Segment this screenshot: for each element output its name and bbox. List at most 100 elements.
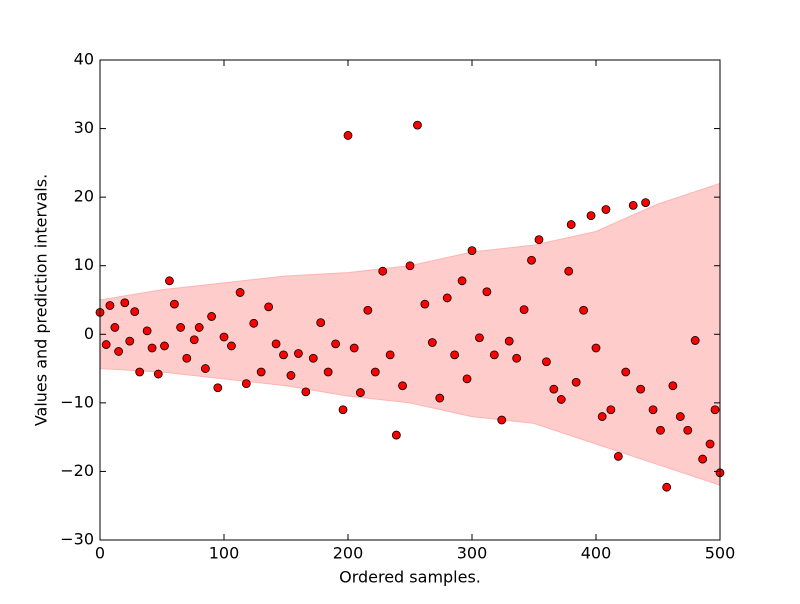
data-point: [519, 305, 529, 315]
data-point: [527, 255, 536, 265]
data-point: [160, 341, 169, 351]
data-point: [135, 367, 145, 377]
data-point: [110, 323, 120, 332]
data-point: [378, 266, 388, 276]
data-point: [264, 302, 274, 312]
data-point: [194, 323, 204, 332]
data-point: [641, 198, 650, 208]
y-axis-label: Values and prediction intervals.: [32, 174, 51, 426]
data-point: [169, 299, 179, 309]
data-point: [413, 120, 422, 130]
data-point: [125, 336, 135, 346]
data-point: [591, 343, 601, 353]
data-point: [200, 364, 210, 373]
x-tick-label: 0: [95, 544, 105, 563]
data-point: [457, 276, 467, 286]
data-point: [343, 131, 353, 140]
data-point: [613, 451, 623, 461]
y-tick-label: −10: [60, 392, 94, 411]
data-point: [165, 276, 174, 286]
data-point: [497, 415, 507, 425]
data-point: [564, 266, 574, 276]
x-axis-label: Ordered samples.: [339, 568, 481, 587]
y-tick-label: 30: [74, 118, 94, 137]
data-point: [355, 388, 365, 397]
data-point: [442, 293, 452, 303]
data-point: [331, 339, 341, 349]
data-point: [427, 338, 437, 347]
data-point: [398, 381, 407, 391]
data-point: [279, 350, 288, 360]
x-tick-label: 300: [457, 544, 488, 563]
data-point: [556, 395, 566, 404]
data-point: [601, 205, 611, 214]
data-point: [101, 340, 111, 349]
data-point: [534, 235, 544, 245]
data-point: [549, 384, 559, 394]
data-point: [147, 343, 157, 353]
data-point: [435, 393, 445, 403]
x-tick-label: 500: [705, 544, 736, 563]
data-point: [271, 339, 281, 349]
data-point: [189, 335, 199, 345]
data-point: [579, 305, 588, 315]
data-point: [316, 318, 326, 328]
data-point: [385, 350, 395, 360]
data-point: [286, 371, 296, 380]
data-point: [249, 318, 259, 328]
data-point: [349, 343, 359, 353]
data-point: [308, 353, 318, 363]
data-point: [705, 439, 715, 449]
data-point: [606, 405, 616, 415]
data-point: [323, 367, 333, 377]
data-point: [586, 211, 596, 221]
data-point: [450, 350, 460, 360]
y-tick-label: 40: [74, 50, 94, 69]
data-point: [363, 305, 373, 315]
data-point: [662, 482, 672, 492]
data-point: [142, 326, 152, 336]
data-point: [370, 367, 380, 377]
data-point: [391, 430, 401, 440]
data-point: [105, 301, 115, 310]
data-point: [241, 379, 251, 389]
data-point: [542, 357, 551, 367]
y-tick-label: 10: [74, 255, 94, 274]
x-tick-label: 400: [581, 544, 612, 563]
data-point: [120, 298, 130, 308]
data-point: [512, 353, 522, 363]
data-point: [153, 369, 163, 379]
data-point: [710, 405, 720, 415]
data-point: [420, 299, 430, 309]
data-point: [227, 341, 236, 351]
data-point: [683, 425, 693, 435]
data-point: [405, 261, 415, 271]
data-point: [130, 307, 140, 317]
x-tick-label: 100: [209, 544, 240, 563]
data-point: [656, 425, 665, 435]
data-point: [256, 367, 266, 377]
data-point: [675, 412, 685, 421]
data-point: [235, 288, 245, 297]
data-point: [338, 405, 348, 415]
plot-frame: [99, 59, 721, 541]
data-point: [690, 336, 700, 345]
data-point: [207, 312, 217, 321]
data-point: [114, 347, 123, 356]
data-point: [698, 454, 708, 464]
prediction-interval: [99, 182, 721, 486]
data-point: [467, 246, 477, 256]
data-point: [293, 349, 303, 358]
data-point: [176, 323, 186, 332]
data-point: [628, 200, 638, 210]
y-tick-label: −30: [60, 530, 94, 549]
data-point: [213, 383, 223, 393]
data-point: [475, 333, 484, 343]
data-point: [636, 384, 646, 394]
data-point: [219, 332, 229, 342]
y-tick-label: 0: [84, 324, 94, 343]
y-tick-label: −20: [60, 461, 94, 480]
data-point: [504, 336, 514, 346]
data-point: [648, 405, 658, 415]
